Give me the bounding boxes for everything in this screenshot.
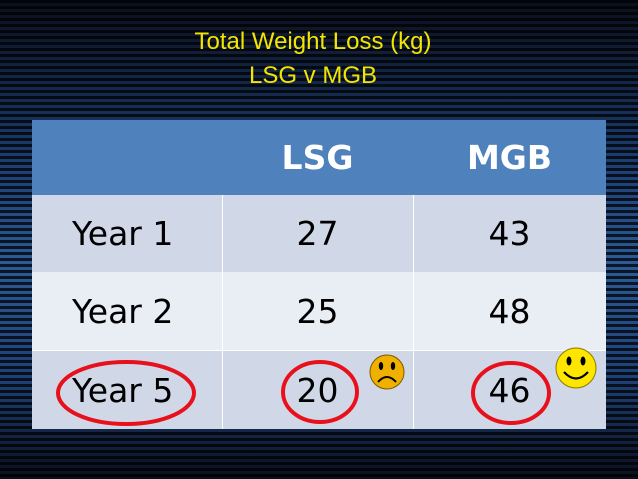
sad-face <box>369 354 405 390</box>
row-label: Year 5 <box>72 370 174 410</box>
cell: 20 <box>296 370 339 410</box>
cell: 48 <box>488 291 531 331</box>
separator <box>413 195 414 272</box>
separator <box>222 195 223 272</box>
header-cell: LSG <box>281 138 354 177</box>
circle-highlight <box>471 361 551 425</box>
separator <box>413 351 414 429</box>
separator <box>222 351 223 429</box>
table-row: Year 2 25 48 <box>32 272 606 350</box>
separator <box>413 272 414 350</box>
cell: 27 <box>296 214 339 253</box>
row-label: Year 1 <box>72 214 174 253</box>
row-label: Year 2 <box>72 291 174 331</box>
table-row: Year 5 20 46 <box>32 350 606 429</box>
title-line: LSG v MGB <box>248 62 378 89</box>
title-line: Total Weight Loss (kg) <box>194 28 432 55</box>
cell: 46 <box>488 370 531 410</box>
happy-face <box>555 347 597 389</box>
circle-highlight <box>56 360 196 426</box>
header-cell: MGB <box>466 138 553 177</box>
circle-highlight <box>281 360 359 424</box>
table: LSG MGB Year 1 27 43 Year 2 25 48 Year 5… <box>32 120 606 429</box>
header-row: LSG MGB <box>32 120 606 195</box>
cell: 25 <box>296 291 339 331</box>
separator <box>222 272 223 350</box>
cell: 43 <box>488 214 531 253</box>
table-row: Year 1 27 43 <box>32 195 606 272</box>
